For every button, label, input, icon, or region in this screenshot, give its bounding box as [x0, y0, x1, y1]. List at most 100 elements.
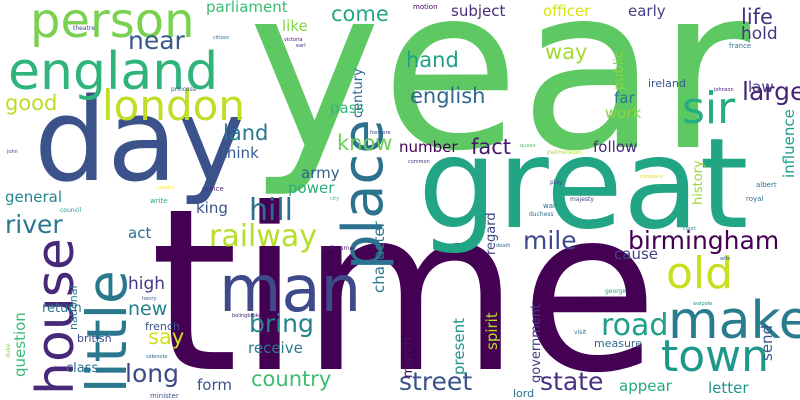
word-history: history: [691, 160, 706, 205]
word-common: common: [408, 159, 430, 165]
word-day: day: [34, 74, 246, 208]
word-state: state: [540, 367, 604, 396]
word-council: council: [60, 207, 82, 214]
word-person: person: [30, 0, 195, 49]
word-life: life: [741, 5, 773, 29]
word-city: city: [330, 196, 340, 202]
word-english: english: [410, 84, 486, 108]
word-birmingham: birmingham: [628, 226, 780, 255]
word-year: year: [248, 0, 750, 201]
word-court: court: [683, 226, 696, 232]
word-character: character: [370, 221, 388, 293]
word-think: think: [221, 144, 259, 162]
word-parliament: parliament: [206, 0, 288, 16]
word-present: present: [450, 317, 468, 375]
word-road: road: [601, 308, 669, 343]
word-law: law: [748, 78, 774, 96]
word-near: near: [128, 26, 185, 55]
word-lord: lord: [513, 387, 535, 400]
word-make: make: [668, 291, 800, 351]
word-melbourne: melbourne: [321, 245, 354, 252]
word-france: france: [729, 42, 752, 50]
word-public: public: [612, 50, 627, 90]
word-bolingbroke: bolingbroke: [232, 313, 262, 319]
word-queen: queen: [520, 143, 536, 149]
word-send: send: [758, 324, 776, 361]
word-play: play: [550, 179, 563, 186]
word-hand: hand: [406, 48, 459, 72]
word-act: act: [128, 224, 152, 242]
word-princess: princess: [171, 86, 196, 93]
word-bring: bring: [249, 309, 314, 338]
word-question: question: [11, 312, 29, 377]
word-henry: henry: [142, 296, 157, 302]
word-cavalry: cavalry: [156, 185, 175, 191]
word-appear: appear: [619, 377, 672, 395]
word-cause: cause: [614, 245, 658, 263]
word-sir: sir: [682, 83, 736, 134]
word-duke: duke: [5, 343, 12, 358]
word-letter: letter: [708, 379, 749, 397]
word-return: return: [42, 301, 82, 316]
word-minister: minister: [150, 392, 179, 400]
word-pass: pass: [330, 99, 365, 117]
word-railway: railway: [209, 219, 318, 254]
word-far: far: [614, 89, 635, 107]
word-great: great: [418, 112, 749, 257]
word-old: old: [666, 248, 734, 299]
word-receive: receive: [248, 339, 303, 357]
word-johnson: johnson: [714, 87, 734, 93]
word-influence: influence: [780, 109, 798, 178]
word-subject: subject: [451, 2, 506, 20]
word-follow: follow: [593, 138, 638, 156]
word-know: know: [337, 131, 393, 155]
word-duchess: duchess: [529, 211, 554, 218]
word-earl: earl: [296, 43, 306, 49]
word-king: king: [196, 199, 228, 217]
word-early: early: [628, 2, 666, 20]
word-motion: motion: [413, 3, 438, 11]
word-form: form: [197, 376, 232, 394]
word-long: long: [125, 359, 179, 388]
word-river: river: [5, 210, 63, 239]
word-visit: visit: [574, 329, 587, 336]
word-mile: mile: [523, 226, 577, 255]
word-war: war: [543, 202, 556, 210]
word-walpole: walpole: [693, 301, 713, 307]
word-national: national: [67, 285, 80, 330]
word-company: company: [640, 174, 664, 180]
word-general: general: [5, 188, 63, 206]
word-power: power: [288, 179, 335, 197]
word-fact: fact: [471, 135, 512, 159]
word-high: high: [128, 274, 166, 294]
word-theatre: theatre: [73, 25, 95, 32]
word-time: time: [150, 161, 659, 400]
word-man: man: [219, 253, 362, 327]
word-way: way: [545, 40, 588, 64]
word-work: work: [605, 104, 642, 122]
word-say: say: [148, 325, 185, 349]
word-wife: wife: [720, 256, 731, 262]
word-write: write: [150, 197, 168, 205]
word-foxmore: foxmore: [370, 130, 391, 136]
word-palmerston: palmerston: [547, 149, 582, 156]
word-class: class: [66, 361, 99, 376]
word-albert: albert: [756, 181, 777, 189]
word-death: death: [496, 243, 511, 249]
word-royal: royal: [746, 195, 764, 203]
word-large: large: [742, 77, 800, 106]
word-march: march: [401, 336, 416, 378]
word-george: george: [605, 288, 627, 295]
word-country: country: [251, 367, 332, 391]
word-army: army: [301, 164, 340, 182]
word-hill: hill: [249, 193, 294, 228]
word-century: century: [351, 68, 366, 118]
word-good: good: [5, 91, 58, 115]
word-number: number: [399, 138, 458, 156]
word-victoria: victoria: [284, 37, 303, 43]
word-john: john: [7, 149, 18, 155]
word-spirit: spirit: [483, 312, 501, 350]
word-like: like: [282, 17, 308, 35]
word-prince: prince: [202, 185, 224, 193]
